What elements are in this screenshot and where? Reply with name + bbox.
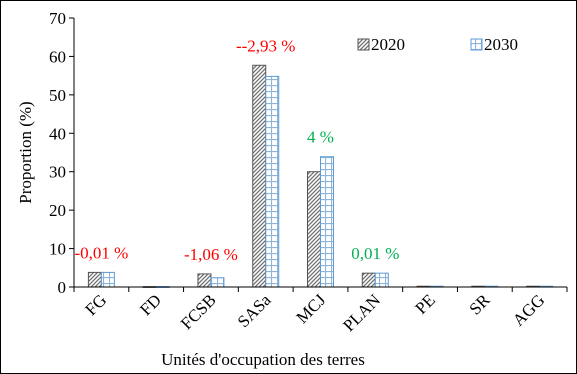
legend: 2020 2030 — [357, 35, 518, 54]
y-tick-label: 40 — [49, 124, 66, 143]
annotation-PLAN: 0,01 % — [351, 244, 399, 263]
bar-2020-MCJ — [307, 171, 321, 288]
legend-label-2020: 2020 — [371, 35, 405, 54]
x-tick-label-FD: FD — [136, 290, 165, 319]
y-tick-label: 20 — [49, 201, 66, 220]
y-tick-label: 0 — [58, 278, 67, 297]
x-tick-label-FCSB: FCSB — [177, 290, 220, 333]
legend-label-2030: 2030 — [484, 35, 518, 54]
bar-2020-FG — [87, 271, 102, 288]
annotations: -0,01 % -1,06 % --2,93 % 4 % 0,01 % — [74, 36, 399, 264]
bar-2020-PLAN — [361, 272, 376, 288]
axes — [73, 18, 567, 288]
x-tick-label-MCJ: MCJ — [293, 290, 330, 327]
annotation-MCJ: 4 % — [307, 128, 334, 147]
bar-2030-FCSB — [210, 277, 225, 288]
annotation-SASa: --2,93 % — [236, 36, 295, 55]
bar-2020-SASa — [252, 64, 267, 288]
bar-2030-PLAN — [374, 272, 389, 288]
y-axis-title: Proportion (%) — [16, 101, 35, 203]
y-tick-label: 30 — [49, 163, 66, 182]
y-tick-label: 50 — [49, 86, 66, 105]
bars — [87, 64, 554, 288]
bar-2030-FG — [100, 271, 115, 288]
x-tick-label-SR: SR — [466, 290, 495, 319]
x-tick-label-PLAN: PLAN — [339, 290, 384, 335]
annotation-FCSB: -1,06 % — [184, 245, 238, 264]
x-axis-title: Unités d'occupation des terres — [161, 350, 365, 369]
y-tick-label: 70 — [49, 9, 66, 28]
bar-2030-SASa — [265, 75, 280, 288]
y-tick-label: 10 — [49, 240, 66, 259]
x-tick-label-AGG: AGG — [509, 290, 548, 329]
bar-2020-FCSB — [197, 273, 212, 288]
legend-swatch-2020 — [357, 38, 370, 51]
y-tick-label: 60 — [49, 47, 66, 66]
x-tick-label-FG: FG — [81, 290, 110, 319]
y-axis-ticks: 0 10 20 30 40 50 60 70 — [49, 9, 74, 297]
x-tick-label-PE: PE — [411, 290, 438, 317]
x-axis-ticks: FG FD FCSB SASa MCJ PLAN PE SR AGG — [73, 287, 568, 335]
legend-swatch-2030 — [470, 38, 483, 51]
x-tick-label-SASa: SASa — [234, 290, 275, 331]
annotation-FG: -0,01 % — [74, 243, 128, 262]
bar-2030-MCJ — [320, 156, 334, 288]
